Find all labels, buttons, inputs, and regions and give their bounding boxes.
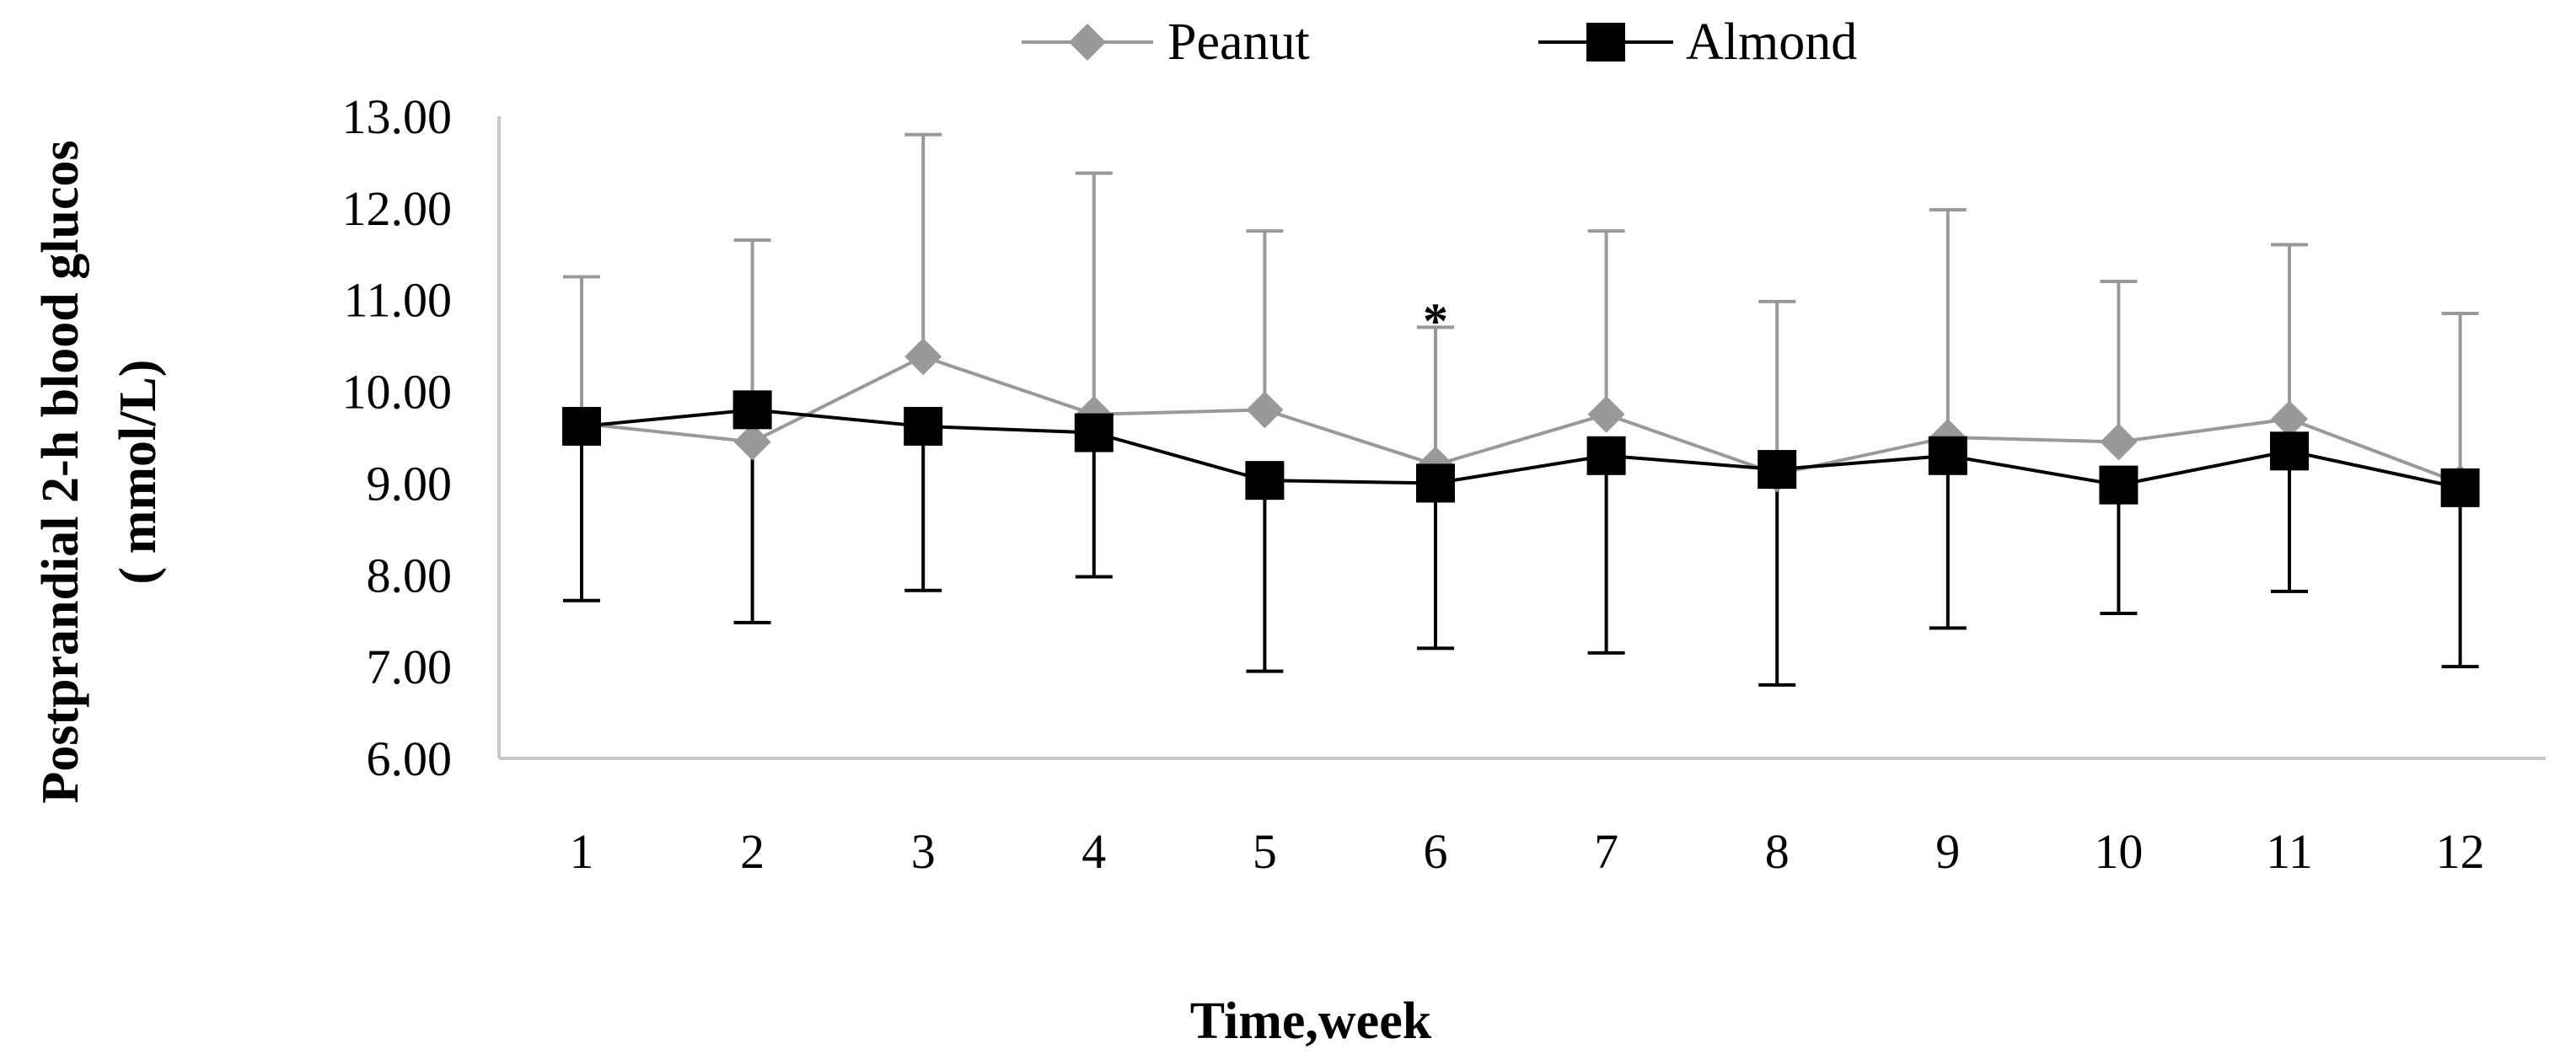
marker-almond xyxy=(1074,413,1114,452)
y-tick-label: 6.00 xyxy=(367,731,453,786)
x-tick-label: 9 xyxy=(1935,824,1960,879)
y-axis-title: Postprandial 2-h blood glucos ( mmol/L) xyxy=(32,140,167,803)
marker-almond xyxy=(1416,463,1455,503)
y-axis-title-line2: ( mmol/L) xyxy=(110,360,167,585)
x-tick-label: 8 xyxy=(1765,824,1790,879)
marker-almond xyxy=(1245,461,1285,501)
annotations: * xyxy=(1423,293,1448,349)
marker-peanut xyxy=(2271,400,2308,438)
legend-almond-square-icon xyxy=(1586,23,1625,62)
error-bars xyxy=(563,132,2479,687)
marker-peanut xyxy=(1246,391,1284,429)
x-axis-title: Time,week xyxy=(1190,993,1432,1050)
x-tick-label: 1 xyxy=(570,824,594,879)
marker-peanut xyxy=(2100,423,2138,461)
y-tick-label: 10.00 xyxy=(342,365,453,420)
legend-almond-label: Almond xyxy=(1686,13,1857,71)
significance-asterisk: * xyxy=(1423,293,1448,349)
y-axis-title-line1: Postprandial 2-h blood glucos xyxy=(32,140,89,803)
legend-peanut-diamond-icon xyxy=(1069,24,1106,61)
marker-almond xyxy=(2270,431,2309,471)
marker-peanut xyxy=(733,423,771,461)
x-tick-label: 12 xyxy=(2436,824,2485,879)
marker-almond xyxy=(904,406,943,446)
x-tick-label: 5 xyxy=(1253,824,1277,879)
y-tick-label: 8.00 xyxy=(367,548,453,602)
marker-almond xyxy=(2440,468,2480,507)
y-tick-labels: 6.00 7.00 8.00 9.00 10.00 11.00 12.00 13.00 xyxy=(342,89,453,786)
x-tick-label: 7 xyxy=(1594,824,1618,879)
marker-almond xyxy=(1586,436,1626,475)
x-tick-label: 3 xyxy=(911,824,936,879)
x-tick-label: 6 xyxy=(1424,824,1448,879)
legend: Peanut Almond xyxy=(1022,13,1857,71)
y-tick-label: 13.00 xyxy=(342,89,453,144)
x-tick-label: 10 xyxy=(2094,824,2143,879)
legend-item-almond: Almond xyxy=(1538,13,1857,71)
y-tick-label: 11.00 xyxy=(344,273,452,328)
x-tick-label: 11 xyxy=(2266,824,2313,879)
legend-peanut-label: Peanut xyxy=(1167,13,1310,71)
series-lines xyxy=(581,355,2461,490)
marker-peanut xyxy=(904,338,942,376)
series-line-almond xyxy=(581,408,2461,490)
x-tick-label: 2 xyxy=(740,824,765,879)
marker-peanut xyxy=(1587,395,1625,433)
marker-almond xyxy=(733,390,772,430)
axes xyxy=(497,116,2546,760)
data-markers xyxy=(562,338,2480,507)
y-tick-label: 7.00 xyxy=(367,640,453,694)
marker-almond xyxy=(562,406,601,446)
x-tick-label: 4 xyxy=(1081,824,1106,879)
marker-almond xyxy=(2099,465,2139,505)
series-line-peanut xyxy=(581,355,2461,485)
marker-almond xyxy=(1928,436,1967,475)
marker-almond xyxy=(1758,450,1797,490)
legend-item-peanut: Peanut xyxy=(1022,13,1310,71)
x-tick-labels: 1 2 3 4 5 6 7 8 9 10 11 12 xyxy=(570,824,2485,879)
y-tick-label: 12.00 xyxy=(342,181,453,236)
y-tick-label: 9.00 xyxy=(367,456,453,511)
